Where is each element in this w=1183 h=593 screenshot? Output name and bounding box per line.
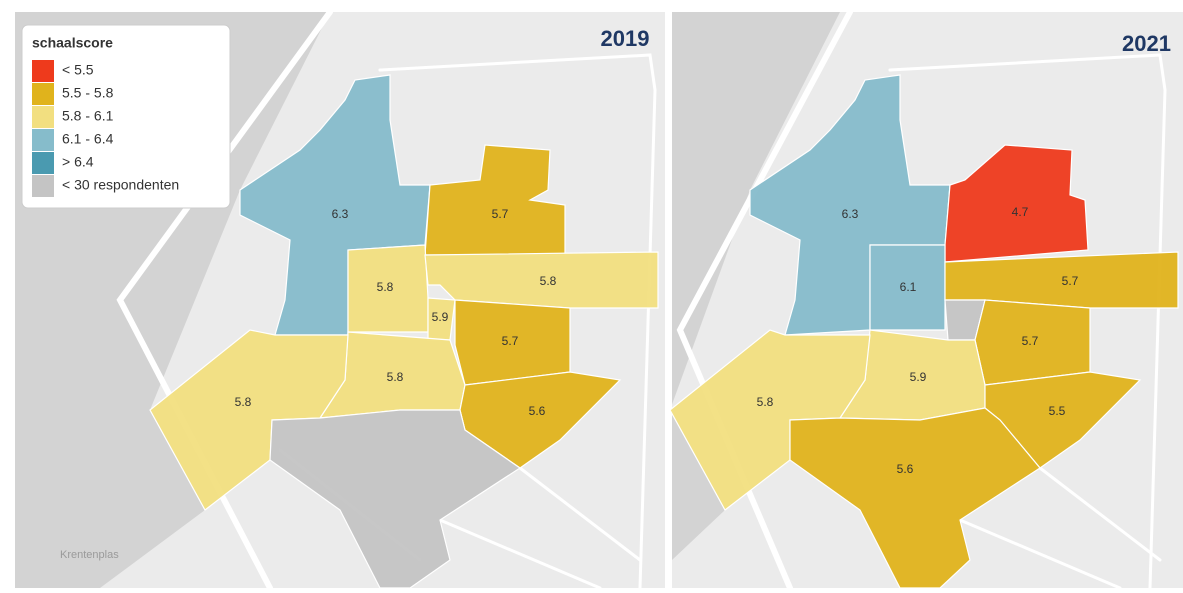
- year-label: 2019: [601, 26, 650, 51]
- regions: [149, 74, 1179, 589]
- year-label: 2021: [1122, 31, 1171, 56]
- legend-label: > 6.4: [62, 154, 94, 170]
- legend-label: < 5.5: [62, 62, 94, 78]
- region-label: 5.6: [897, 462, 914, 476]
- legend-swatch: [32, 175, 54, 197]
- region-label: 5.8: [757, 395, 774, 409]
- region: [789, 407, 1041, 589]
- legend-swatch: [32, 106, 54, 128]
- region-labels: 6.3 5.7 5.8 5.8 5.9 5.7 5.8 5.8 5.6 6.3 4.7 6.1 5.7 5…: [235, 205, 1079, 476]
- region-label: 5.8: [387, 370, 404, 384]
- region-label: 5.7: [502, 334, 519, 348]
- legend-swatch: [32, 83, 54, 105]
- region-label: 5.6: [529, 404, 546, 418]
- region-label: 5.7: [492, 207, 509, 221]
- legend-label: < 30 respondenten: [62, 177, 179, 193]
- legend-swatch: [32, 129, 54, 151]
- legend-swatch: [32, 152, 54, 174]
- region-label: 5.8: [540, 274, 557, 288]
- legend-label: 5.5 - 5.8: [62, 85, 114, 101]
- legend: schaalscore < 5.5 5.5 - 5.8 5.8 - 6.1 6.1 -…: [21, 24, 231, 209]
- region-label: 5.7: [1022, 334, 1039, 348]
- legend-swatch: [32, 60, 54, 82]
- region-label: 6.3: [332, 207, 349, 221]
- place-label: Krentenplas: [60, 549, 119, 561]
- region-label: 5.8: [377, 280, 394, 294]
- region-label: 6.1: [900, 280, 917, 294]
- region-label: 6.3: [842, 207, 859, 221]
- region-label: 4.7: [1012, 205, 1029, 219]
- region-label: 5.9: [910, 370, 927, 384]
- region: [269, 409, 522, 589]
- region-label: 5.5: [1049, 404, 1066, 418]
- region-label: 5.8: [235, 395, 252, 409]
- legend-label: 5.8 - 6.1: [62, 108, 114, 124]
- region-label: 5.9: [432, 310, 449, 324]
- legend-title: schaalscore: [32, 35, 113, 51]
- legend-label: 6.1 - 6.4: [62, 131, 114, 147]
- legend-box: [21, 24, 231, 209]
- region: [869, 244, 946, 331]
- region-label: 5.7: [1062, 274, 1079, 288]
